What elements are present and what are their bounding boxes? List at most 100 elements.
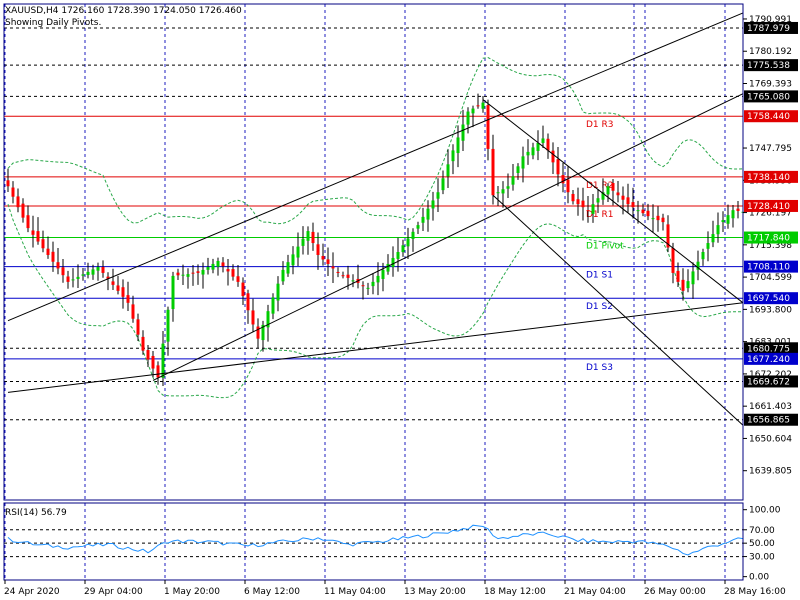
candle-body bbox=[276, 283, 280, 301]
candle-body bbox=[331, 266, 335, 269]
chart-subtitle: Showing Daily Pivots. bbox=[5, 18, 101, 28]
candle-body bbox=[541, 138, 545, 143]
trendline bbox=[482, 99, 744, 304]
candle-body bbox=[246, 293, 250, 311]
candle-body bbox=[41, 239, 45, 249]
price-tag bbox=[744, 21, 798, 34]
x-tick-label: 24 Apr 2020 bbox=[4, 587, 60, 597]
candle-body bbox=[171, 275, 175, 310]
candle-body bbox=[396, 252, 400, 259]
candle-body bbox=[491, 148, 495, 196]
candle-body bbox=[201, 269, 205, 275]
rsi-y-tick-label: 70.00 bbox=[749, 526, 775, 536]
pivot-layer: D1 R3 D1 R2 D1 R1 D1 Pivot D1 S1 D1 S2 D1 S3 bbox=[4, 115, 743, 373]
x-tick-label: 29 Apr 04:00 bbox=[84, 587, 143, 597]
candle-body bbox=[376, 275, 380, 283]
y-tick-label: 1704.599 bbox=[749, 273, 792, 283]
price-tag bbox=[744, 292, 798, 305]
pivot-label: D1 S1 bbox=[586, 271, 613, 281]
candle-body bbox=[151, 355, 155, 369]
candle-body bbox=[601, 192, 605, 200]
candle-body bbox=[191, 272, 195, 274]
candle-body bbox=[256, 326, 260, 339]
candle-body bbox=[516, 166, 520, 173]
candle-body bbox=[146, 350, 150, 360]
candle-body bbox=[121, 287, 125, 297]
candle-body bbox=[521, 156, 525, 169]
candle-body bbox=[706, 243, 710, 249]
pivot-label: D1 R1 bbox=[586, 210, 614, 220]
candle-body bbox=[736, 208, 740, 211]
candle-body bbox=[76, 276, 80, 279]
candle-body bbox=[586, 210, 590, 212]
candle-body bbox=[166, 309, 170, 342]
candle-body bbox=[426, 208, 430, 220]
x-tick-label: 11 May 04:00 bbox=[324, 587, 386, 597]
candle-body bbox=[501, 189, 505, 194]
candle-body bbox=[271, 297, 275, 314]
candle-body bbox=[181, 274, 185, 276]
candle-body bbox=[196, 271, 200, 273]
rsi-pane-frame bbox=[3, 502, 744, 581]
candle-body bbox=[221, 262, 225, 267]
main-pane-frame bbox=[3, 3, 744, 501]
candle-body bbox=[681, 279, 685, 291]
candle-body bbox=[361, 285, 365, 287]
candle-body bbox=[666, 224, 670, 248]
price-tag-label: 1775.538 bbox=[747, 61, 790, 71]
candle-body bbox=[231, 269, 235, 277]
candle-body bbox=[311, 231, 315, 244]
candle-body bbox=[141, 336, 145, 351]
candle-body bbox=[696, 261, 700, 270]
lower-band bbox=[7, 204, 744, 399]
y-tick-label: 1769.393 bbox=[749, 80, 792, 90]
candle-body bbox=[646, 210, 650, 217]
candle-body bbox=[456, 137, 460, 154]
candle-body bbox=[291, 254, 295, 266]
price-tag bbox=[744, 199, 798, 212]
candle-body bbox=[481, 102, 485, 109]
price-tag-label: 1717.840 bbox=[747, 234, 790, 244]
y-tick-label: 1715.398 bbox=[749, 241, 792, 251]
candle-body bbox=[546, 138, 550, 151]
candle-body bbox=[691, 271, 695, 285]
candle-body bbox=[126, 295, 130, 303]
candle-body bbox=[411, 231, 415, 239]
candle-body bbox=[701, 252, 705, 260]
candle-body bbox=[111, 281, 115, 285]
candle-body bbox=[406, 238, 410, 247]
candle-body bbox=[346, 274, 350, 278]
candle-body bbox=[576, 199, 580, 205]
candle-body bbox=[106, 276, 110, 279]
candle-body bbox=[626, 197, 630, 205]
candle-body bbox=[441, 178, 445, 191]
trendline-layer[interactable] bbox=[7, 12, 744, 426]
candle-body bbox=[6, 180, 10, 187]
price-tag-label: 1738.140 bbox=[747, 173, 790, 183]
candle-body bbox=[301, 238, 305, 246]
candle-body bbox=[716, 225, 720, 235]
candle-body bbox=[631, 202, 635, 208]
y-tick-label: 1790.991 bbox=[749, 15, 792, 25]
rsi-y-tick-label: 0.00 bbox=[749, 573, 769, 583]
candle-body bbox=[526, 151, 530, 156]
y-tick-label: 1650.604 bbox=[749, 434, 792, 444]
price-tag bbox=[744, 413, 798, 426]
candle-body bbox=[281, 269, 285, 282]
y-tick-label: 1693.800 bbox=[749, 305, 792, 315]
rsi-y-tick-label: 100.00 bbox=[749, 506, 781, 516]
price-tag-label: 1708.110 bbox=[747, 263, 790, 273]
price-tag-label: 1765.080 bbox=[747, 92, 790, 102]
candle-body bbox=[226, 269, 230, 272]
price-tag-label: 1680.775 bbox=[747, 344, 790, 354]
candle-body bbox=[211, 263, 215, 270]
x-tick-label: 6 May 12:00 bbox=[244, 587, 300, 597]
candle-body bbox=[51, 251, 55, 262]
candle-body bbox=[686, 281, 690, 289]
price-tag bbox=[744, 375, 798, 388]
candle-body bbox=[216, 260, 220, 267]
x-tick-label: 28 May 16:00 bbox=[724, 587, 786, 597]
pivot-label: D1 S3 bbox=[586, 363, 613, 373]
candle-body bbox=[511, 176, 515, 185]
